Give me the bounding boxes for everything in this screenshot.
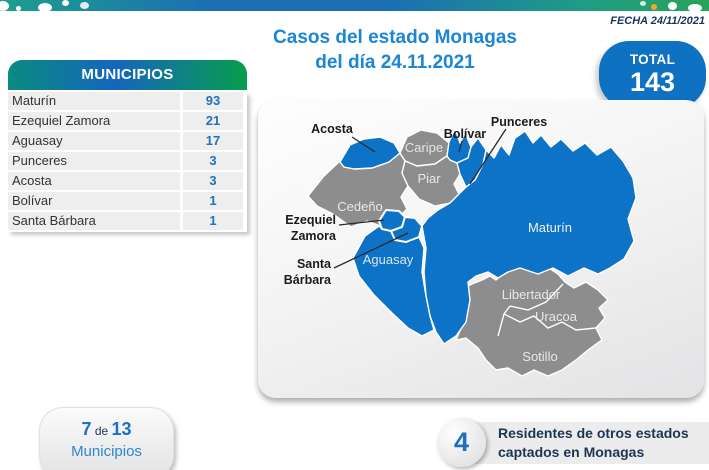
municipio-name: Bolívar: [8, 192, 180, 210]
virus-icon: [688, 4, 702, 12]
virus-icon: [651, 4, 657, 10]
municipios-summary-badge: 7 de 13 Municipios: [39, 407, 174, 470]
border-uracoa-sotillo: [502, 305, 597, 331]
municipio-cases: 3: [183, 152, 243, 170]
municipios-de: de: [91, 424, 112, 438]
table-row: Ezequiel Zamora 21: [8, 112, 247, 130]
map-label-cedeno: Cedeño: [337, 199, 383, 214]
total-cases-badge: TOTAL 143: [599, 41, 706, 108]
virus-icon: [80, 2, 89, 9]
residents-count-badge: 4: [437, 418, 486, 467]
table-row: Punceres 3: [8, 152, 247, 170]
leader-bolivar: [458, 140, 463, 153]
map-label-bolivar: Bolívar: [444, 127, 487, 141]
municipio-cases: 1: [183, 192, 243, 210]
region-maturin: [421, 130, 637, 345]
region-piar: [401, 155, 461, 207]
border-libertador-uracoa: [509, 283, 564, 311]
municipios-total: 13: [111, 419, 132, 439]
virus-icon: [0, 1, 9, 11]
municipios-table: Maturín 93 Ezequiel Zamora 21 Aguasay 17 Pu…: [8, 92, 247, 232]
map-label-uracoa: Uracoa: [535, 309, 578, 324]
table-row: Bolívar 1: [8, 192, 247, 210]
residents-line1: Residentes de otros estados: [498, 425, 689, 441]
municipio-cases: 1: [183, 212, 243, 230]
leader-santa-barbara: [333, 232, 409, 269]
region-santa-barbara: [390, 216, 423, 243]
residents-line2: captados en Monagas: [498, 444, 645, 460]
map-label-caripe: Caripe: [405, 140, 443, 155]
municipio-name: Acosta: [8, 172, 180, 190]
total-label: TOTAL: [629, 52, 676, 67]
table-row: Aguasay 17: [8, 132, 247, 150]
virus-icon: [640, 1, 646, 6]
title-line2: del día 24.11.2021: [315, 52, 475, 73]
residents-note: Residentes de otros estados captados en …: [470, 422, 709, 464]
title-line1: Casos del estado Monagas: [273, 27, 517, 48]
report-date: FECHA 24/11/2021: [610, 15, 705, 27]
municipio-cases: 17: [183, 132, 243, 150]
municipio-name: Santa Bárbara: [8, 212, 180, 230]
municipios-label: Municipios: [71, 443, 142, 460]
virus-icon: [38, 3, 52, 12]
map-label-aguasay: Aguasay: [363, 252, 414, 267]
page-title: Casos del estado Monagas del día 24.11.2…: [238, 25, 552, 75]
border-sotillo-west: [497, 313, 505, 337]
monagas-choropleth-map: Acosta Bolívar Punceres Ezequiel Zamora …: [284, 115, 637, 377]
region-acosta: [339, 136, 401, 170]
map-label-acosta: Acosta: [311, 122, 354, 136]
municipio-name: Ezequiel Zamora: [8, 112, 180, 130]
leader-punceres: [469, 128, 507, 185]
top-banner: [0, 0, 709, 12]
map-label-piar: Piar: [417, 171, 441, 186]
municipio-cases: 3: [183, 172, 243, 190]
municipio-name: Maturín: [8, 92, 180, 110]
virus-icon: [62, 0, 69, 6]
total-value: 143: [629, 67, 676, 97]
table-row: Santa Bárbara 1: [8, 212, 247, 230]
table-row: Acosta 3: [8, 172, 247, 190]
map-label-santa-line2: Bárbara: [284, 273, 332, 287]
map-label-sotillo: Sotillo: [522, 349, 557, 364]
map-label-ezequiel-line1: Ezequiel: [285, 213, 336, 227]
virus-icon: [668, 2, 677, 10]
leader-ezequiel-zamora: [338, 219, 385, 226]
municipio-name: Punceres: [8, 152, 180, 170]
leader-acosta: [351, 136, 376, 153]
municipio-cases: 21: [183, 112, 243, 130]
municipio-name: Aguasay: [8, 132, 180, 150]
municipios-ratio: 7 de 13: [40, 419, 173, 440]
map-label-santa-line1: Santa: [297, 257, 332, 271]
region-bolivar: [446, 128, 472, 164]
municipios-count: 7: [81, 419, 92, 439]
virus-icon: [16, 6, 21, 11]
map-label-punceres: Punceres: [491, 115, 547, 129]
municipios-table-header: MUNICIPIOS: [8, 60, 247, 90]
municipio-cases: 93: [183, 92, 243, 110]
table-row: Maturín 93: [8, 92, 247, 110]
map-label-ezequiel-line2: Zamora: [291, 229, 337, 243]
region-aguasay: [352, 225, 435, 337]
monagas-map-card: Acosta Bolívar Punceres Ezequiel Zamora …: [258, 100, 704, 398]
map-label-libertador: Libertador: [502, 287, 561, 302]
map-label-maturin: Maturín: [528, 220, 572, 235]
